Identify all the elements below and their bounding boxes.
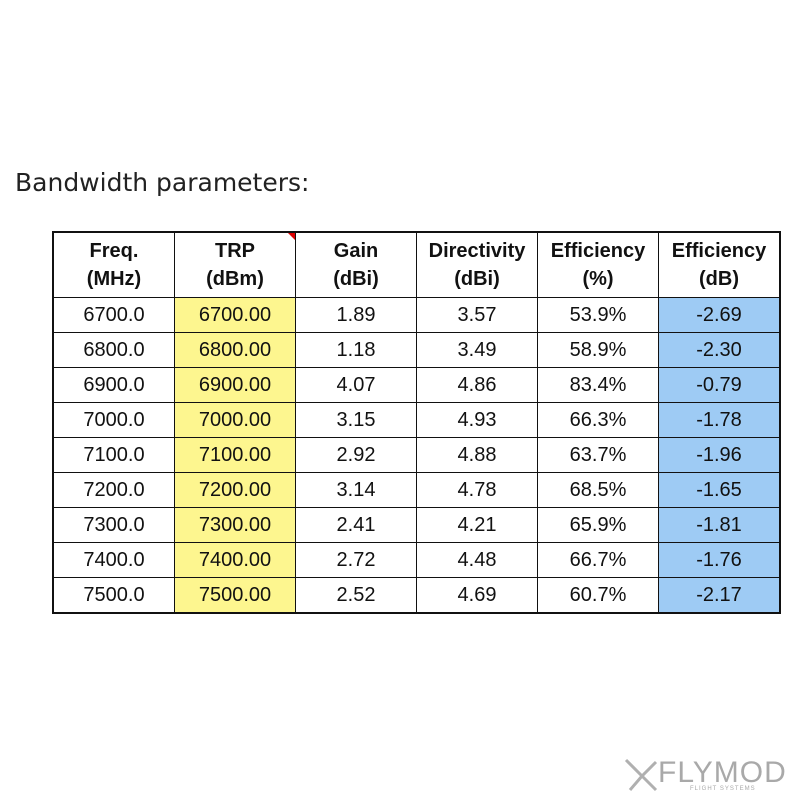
table-cell: -1.76 (658, 542, 781, 578)
table-cell: 68.5% (537, 472, 659, 508)
table-cell: 2.52 (295, 577, 417, 614)
logo-mark (624, 758, 658, 792)
table-cell: 4.48 (416, 542, 538, 578)
table-cell: 83.4% (537, 367, 659, 403)
table-row: 6700.0 6700.00 1.89 3.57 53.9% -2.69 (52, 297, 781, 333)
column-header: TRP (dBm) (174, 231, 296, 298)
table-cell: -1.81 (658, 507, 781, 543)
table-cell: 6900.0 (52, 367, 175, 403)
section-title: Bandwidth parameters: (15, 168, 310, 197)
table-cell: 4.07 (295, 367, 417, 403)
table-cell: 6800.00 (174, 332, 296, 368)
table-cell: 7000.00 (174, 402, 296, 438)
table-cell: 7100.0 (52, 437, 175, 473)
table-cell: 7500.00 (174, 577, 296, 614)
table-cell: 4.88 (416, 437, 538, 473)
table-cell: 53.9% (537, 297, 659, 333)
header-line: (dBi) (454, 268, 500, 290)
table-cell: 4.93 (416, 402, 538, 438)
header-line: (MHz) (86, 268, 142, 290)
header-line: (dB) (699, 268, 739, 290)
table-cell: 60.7% (537, 577, 659, 614)
table-cell: -2.69 (658, 297, 781, 333)
table-cell: 1.18 (295, 332, 417, 368)
table-row: 7000.0 7000.00 3.15 4.93 66.3% -1.78 (52, 402, 781, 438)
table-row: 7300.0 7300.00 2.41 4.21 65.9% -1.81 (52, 507, 781, 543)
table-row: 7400.0 7400.00 2.72 4.48 66.7% -1.76 (52, 542, 781, 578)
table-cell: 7400.0 (52, 542, 175, 578)
table-cell: 58.9% (537, 332, 659, 368)
column-header: Gain (dBi) (295, 231, 417, 298)
table-cell: 66.3% (537, 402, 659, 438)
table-cell: 4.78 (416, 472, 538, 508)
table-cell: 3.14 (295, 472, 417, 508)
table-cell: 6700.00 (174, 297, 296, 333)
column-header: Efficiency (dB) (658, 231, 781, 298)
watermark: FLYMOD FLIGHT SYSTEMS (620, 752, 795, 796)
table-cell: 7300.00 (174, 507, 296, 543)
table-cell: 2.41 (295, 507, 417, 543)
table-cell: 2.92 (295, 437, 417, 473)
table-row: 6900.0 6900.00 4.07 4.86 83.4% -0.79 (52, 367, 781, 403)
table-cell: 7200.0 (52, 472, 175, 508)
table-cell: 7100.00 (174, 437, 296, 473)
table-cell: -0.79 (658, 367, 781, 403)
table-row: 6800.0 6800.00 1.18 3.49 58.9% -2.30 (52, 332, 781, 368)
table-body: 6700.0 6700.00 1.89 3.57 53.9% -2.69 6800.0 680… (52, 297, 781, 614)
table-cell: -1.78 (658, 402, 781, 438)
table-cell: 7200.00 (174, 472, 296, 508)
table-row: 7500.0 7500.00 2.52 4.69 60.7% -2.17 (52, 577, 781, 614)
table-cell: 7400.00 (174, 542, 296, 578)
header-line: Efficiency (671, 240, 767, 262)
header-line: Gain (333, 240, 379, 262)
column-header: Freq. (MHz) (52, 231, 175, 298)
table-cell: -2.30 (658, 332, 781, 368)
table-cell: 4.86 (416, 367, 538, 403)
table-cell: 4.69 (416, 577, 538, 614)
comment-marker (288, 233, 295, 240)
header-line: (dBm) (206, 268, 264, 290)
table-cell: 6700.0 (52, 297, 175, 333)
table-row: 7200.0 7200.00 3.14 4.78 68.5% -1.65 (52, 472, 781, 508)
table-cell: 63.7% (537, 437, 659, 473)
brand-name: FLYMOD (658, 756, 787, 789)
table-cell: 65.9% (537, 507, 659, 543)
table-cell: 3.15 (295, 402, 417, 438)
table-cell: 7500.0 (52, 577, 175, 614)
header-line: Freq. (89, 240, 139, 262)
header-line: Efficiency (550, 240, 646, 262)
table-cell: -2.17 (658, 577, 781, 614)
table-cell: -1.65 (658, 472, 781, 508)
table-cell: 1.89 (295, 297, 417, 333)
table-cell: 7300.0 (52, 507, 175, 543)
table-cell: 66.7% (537, 542, 659, 578)
header-line: (%) (582, 268, 614, 290)
column-header: Directivity (dBi) (416, 231, 538, 298)
table-cell: 6900.00 (174, 367, 296, 403)
header-line: Directivity (428, 240, 526, 262)
table-cell: -1.96 (658, 437, 781, 473)
table-cell: 7000.0 (52, 402, 175, 438)
header-line: TRP (215, 240, 255, 262)
table-cell: 6800.0 (52, 332, 175, 368)
header-line: (dBi) (333, 268, 379, 290)
table-cell: 4.21 (416, 507, 538, 543)
parameter-table: Freq. (MHz) TRP (dBm) Gain (dBi) Directivity (d… (52, 231, 781, 614)
table-cell: 3.49 (416, 332, 538, 368)
table-cell: 3.57 (416, 297, 538, 333)
table-row: 7100.0 7100.00 2.92 4.88 63.7% -1.96 (52, 437, 781, 473)
brand-tagline: FLIGHT SYSTEMS (690, 786, 756, 792)
table-cell: 2.72 (295, 542, 417, 578)
column-header: Efficiency (%) (537, 231, 659, 298)
header-row: Freq. (MHz) TRP (dBm) Gain (dBi) Directivity (d… (52, 231, 781, 298)
